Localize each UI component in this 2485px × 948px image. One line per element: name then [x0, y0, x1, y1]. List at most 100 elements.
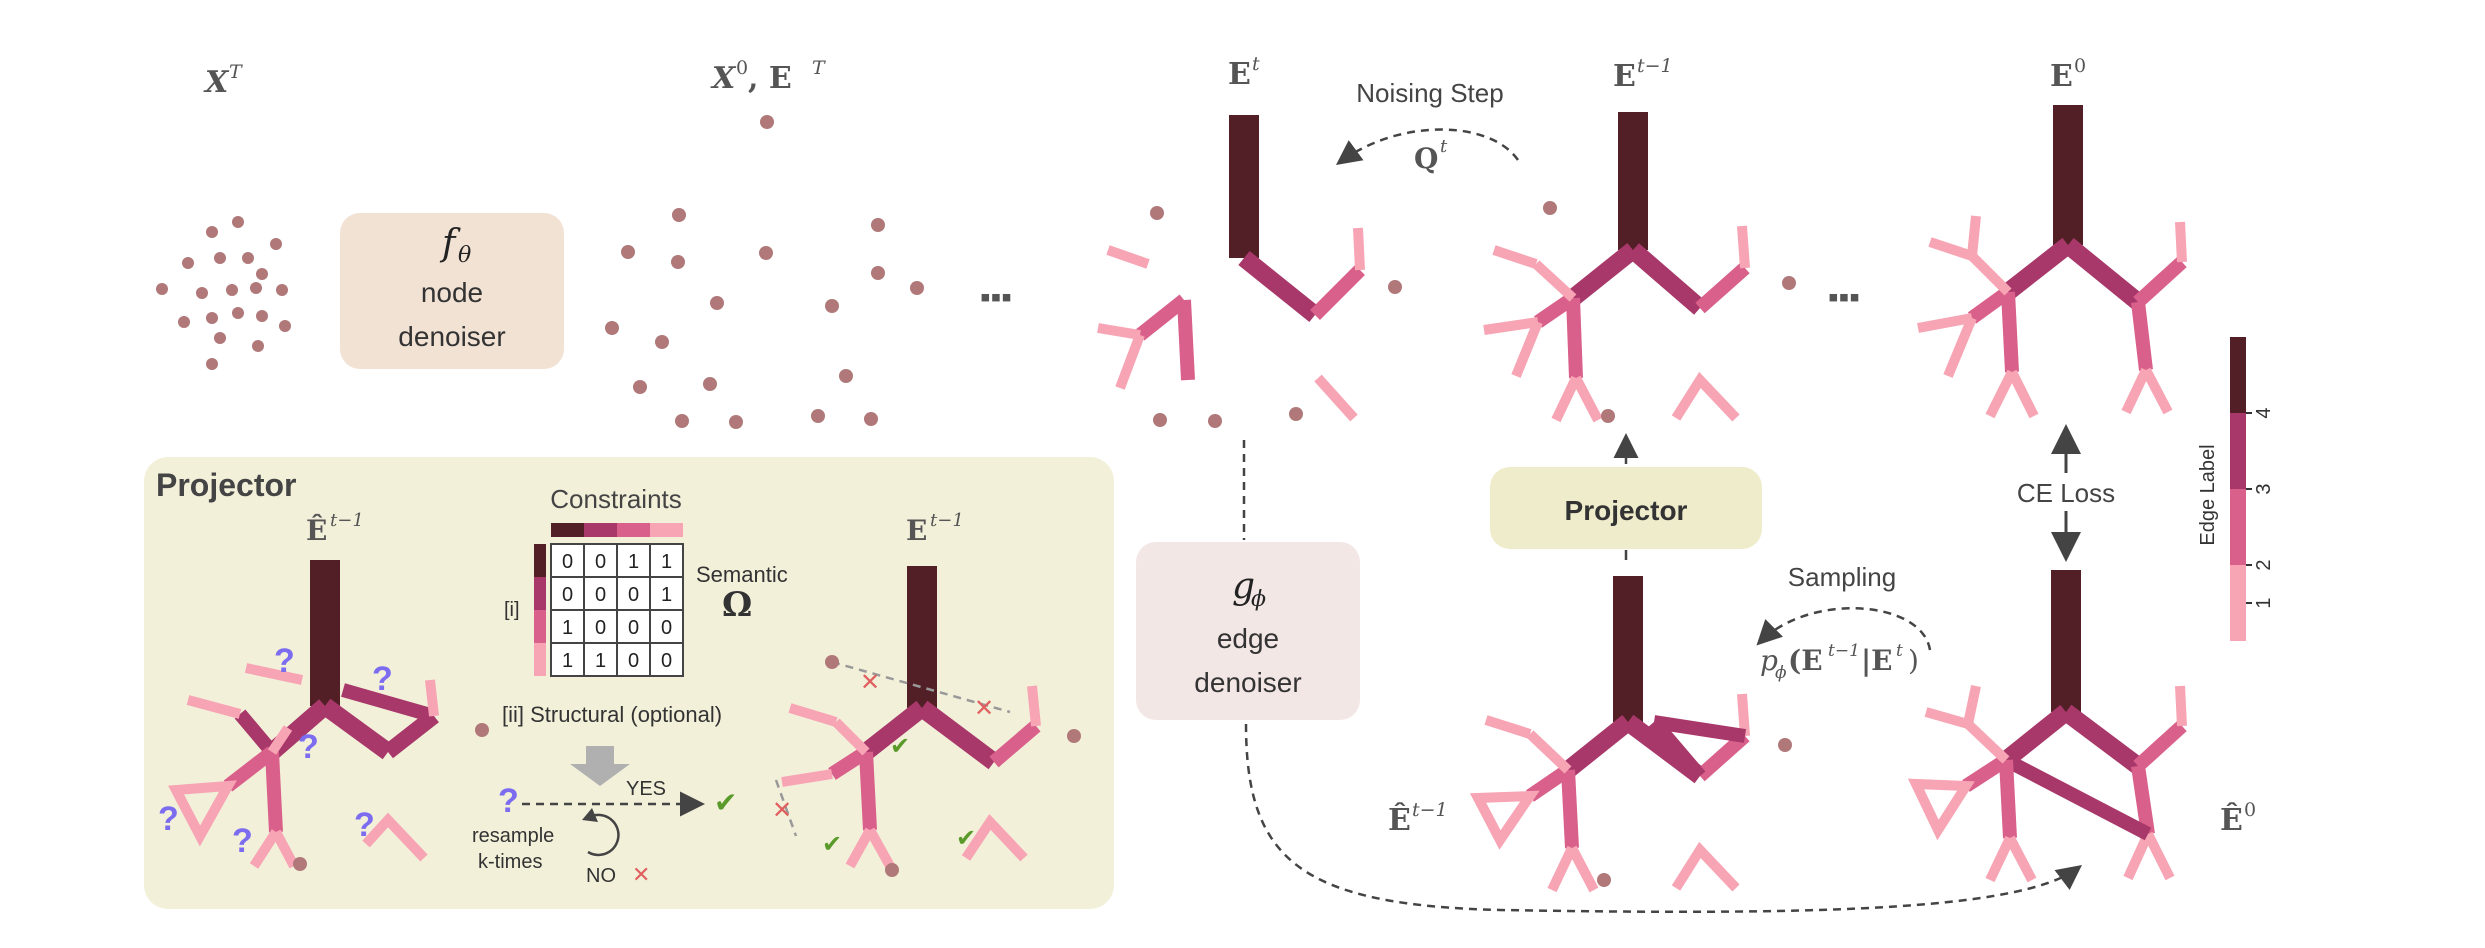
svg-text:YES: YES — [626, 778, 666, 800]
svg-text:2: 2 — [2253, 559, 2275, 570]
matrix-value: 0 — [562, 584, 573, 606]
matrix-value: 0 — [562, 551, 573, 573]
svg-text:1: 1 — [2253, 597, 2275, 608]
svg-text:ϕ: ϕ — [1251, 587, 1266, 612]
projector-uncertain-graph: Ê t−1 ? ? ? ? ? ? — [158, 510, 489, 871]
matrix-cell — [649, 543, 684, 578]
edge-label-legend: 4 3 2 1 Edge Label — [2197, 337, 2275, 641]
noise-node-cluster — [156, 216, 291, 370]
svg-text:CE Loss: CE Loss — [2017, 478, 2115, 508]
svg-text:?: ? — [274, 642, 295, 680]
svg-text:?: ? — [298, 728, 319, 766]
label-e0: E 0 — [2050, 55, 2086, 94]
noising-arrow — [1335, 128, 1520, 165]
svg-text:X: X — [203, 65, 230, 100]
svg-text:E: E — [1228, 57, 1251, 92]
svg-text:Ê: Ê — [1388, 802, 1411, 838]
svg-text:Constraints: Constraints — [550, 484, 682, 514]
svg-text:?: ? — [354, 806, 375, 844]
svg-text:t−1: t−1 — [1828, 641, 1860, 661]
svg-text:, E: , E — [748, 61, 792, 96]
graph-Et — [1097, 115, 1402, 428]
svg-text:edge: edge — [1217, 623, 1279, 654]
svg-text:): ) — [1908, 644, 1919, 677]
svg-text:t−1: t−1 — [930, 510, 964, 531]
edge-denoiser-arrow — [1244, 723, 2082, 914]
svg-text:Sampling: Sampling — [1788, 562, 1896, 592]
svg-text:?: ? — [158, 800, 179, 838]
svg-text:t−1: t−1 — [1637, 55, 1673, 77]
matrix-cell — [550, 642, 585, 677]
matrix-value: 0 — [595, 617, 606, 639]
svg-text:Projector: Projector — [156, 467, 296, 503]
matrix-value: 1 — [562, 617, 573, 639]
svg-text:✔: ✔ — [890, 732, 910, 760]
svg-text:Ê: Ê — [306, 514, 327, 547]
noising-step: Noising Step Q t — [1335, 78, 1520, 175]
svg-text:k-times: k-times — [478, 851, 542, 873]
svg-text:t: t — [1896, 641, 1903, 661]
down-arrow-icon — [570, 746, 630, 786]
svg-text:resample: resample — [472, 825, 554, 847]
matrix-cell — [616, 576, 651, 611]
svg-text:T: T — [812, 57, 826, 79]
svg-text:t: t — [1252, 53, 1260, 75]
graph-Ehat-0: Ê 0 — [1907, 570, 2256, 883]
svg-text:0: 0 — [736, 57, 748, 79]
svg-text:?: ? — [372, 660, 393, 698]
svg-text:ϕ: ϕ — [1775, 663, 1787, 683]
sampling: Sampling p ϕ (E t−1 |E t ) — [1756, 562, 1932, 683]
svg-text:t−1: t−1 — [1412, 799, 1448, 821]
edge-denoiser-box: g ϕ edge denoiser — [1136, 440, 2082, 914]
matrix-value: 1 — [661, 584, 672, 606]
matrix-cell — [649, 609, 684, 644]
svg-text:✔: ✔ — [822, 830, 842, 858]
ellipsis-2: ▪▪▪ — [1828, 281, 1860, 314]
svg-text:t: t — [1440, 136, 1448, 157]
constraint-matrix: 0 0 1 10 0 0 11 0 0 01 1 0 0 — [550, 543, 684, 677]
svg-text:E: E — [906, 514, 927, 547]
matrix-value: 1 — [562, 650, 573, 672]
matrix-value: 0 — [628, 617, 639, 639]
svg-text:E: E — [1613, 59, 1636, 94]
projector-button: Projector — [1490, 433, 1762, 560]
svg-text:?: ? — [498, 782, 519, 820]
label-x0-eT: X 0 , E T — [710, 57, 826, 96]
matrix-cell — [583, 642, 618, 677]
svg-text:Edge Label: Edge Label — [2197, 444, 2219, 545]
svg-text:Ê: Ê — [2220, 802, 2243, 838]
graph-Ehat-t1: Ê t−1 — [1388, 576, 1792, 893]
svg-text:[i]: [i] — [504, 599, 520, 621]
svg-text:Ω: Ω — [722, 585, 752, 625]
svg-text:Projector: Projector — [1565, 495, 1688, 526]
matrix-value: 1 — [661, 551, 672, 573]
svg-text:denoiser: denoiser — [398, 321, 505, 352]
matrix-value: 0 — [661, 650, 672, 672]
sampling-arrow — [1756, 607, 1932, 651]
svg-text:θ: θ — [458, 243, 471, 268]
svg-text:[ii] Structural (optional): [ii] Structural (optional) — [502, 702, 722, 727]
svg-text:NO: NO — [586, 865, 616, 887]
svg-text:(E: (E — [1788, 644, 1823, 677]
svg-text:✕: ✕ — [632, 863, 650, 888]
svg-text:✔: ✔ — [956, 824, 976, 852]
matrix-cell — [649, 642, 684, 677]
matrix-value: 0 — [628, 584, 639, 606]
svg-text:|E: |E — [1861, 644, 1893, 677]
svg-text:E: E — [2050, 59, 2073, 94]
svg-text:X: X — [710, 61, 737, 96]
resample-loop-icon — [587, 813, 620, 857]
svg-text:✕: ✕ — [974, 694, 994, 722]
matrix-value: 1 — [628, 551, 639, 573]
projector-panel: Projector Ê t−1 ? ? ? ? ? — [144, 457, 1114, 909]
label-xT: X T — [203, 61, 243, 100]
svg-text:Q: Q — [1414, 142, 1438, 175]
graph-E0 — [1917, 105, 2187, 419]
svg-text:3: 3 — [2253, 483, 2275, 494]
ce-loss: CE Loss — [2017, 424, 2115, 562]
svg-text:Noising Step: Noising Step — [1356, 78, 1503, 108]
svg-text:✕: ✕ — [772, 796, 792, 824]
svg-text:T: T — [229, 61, 243, 83]
svg-text:Semantic: Semantic — [696, 562, 788, 587]
